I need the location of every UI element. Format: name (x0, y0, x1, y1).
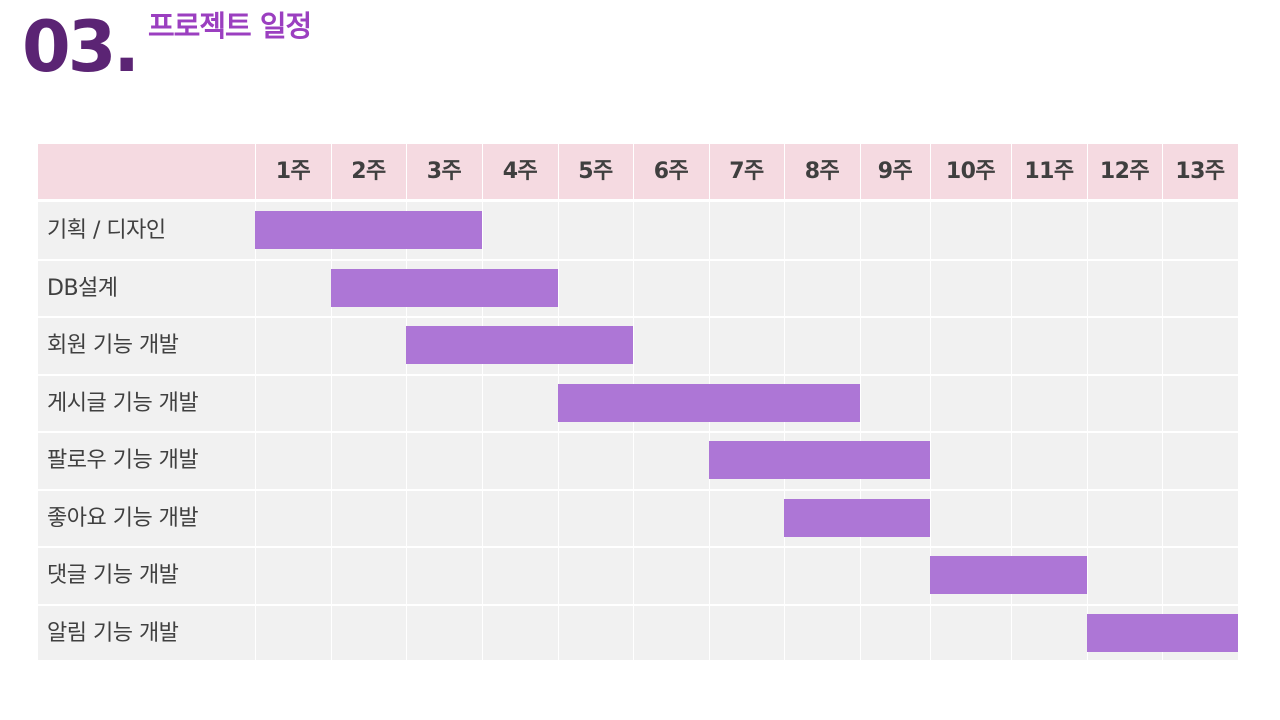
week-label-12: 12주 (1099, 159, 1150, 184)
column-divider (860, 144, 861, 660)
gantt-bar (784, 498, 930, 537)
row-divider (38, 546, 1238, 548)
row-divider (38, 373, 1238, 376)
row-divider (38, 316, 1238, 318)
task-label: 팔로우 기능 개발 (47, 448, 199, 473)
task-label: 좋아요 기능 개발 (47, 505, 199, 531)
column-divider (1162, 144, 1163, 660)
week-header-band (38, 144, 1238, 199)
week-label-9: 9주 (877, 159, 913, 184)
page-title: 프로젝트 일정 (148, 9, 312, 43)
week-label-2: 2주 (351, 159, 386, 184)
week-label-10: 10주 (945, 159, 996, 184)
week-label-4: 4주 (502, 159, 538, 184)
week-label-3: 3주 (426, 159, 462, 184)
task-label: 게시글 기능 개발 (47, 390, 199, 416)
column-divider (255, 144, 256, 660)
row-divider (38, 488, 1238, 491)
week-label-1: 1주 (275, 159, 311, 184)
task-label: DB설계 (47, 275, 118, 301)
gantt-bar (558, 383, 860, 422)
week-label-5: 5주 (578, 159, 613, 184)
section-number: 03. (22, 6, 140, 88)
task-label: 기획 / 디자인 (47, 218, 166, 243)
column-divider (482, 144, 483, 660)
week-label-7: 7주 (729, 159, 764, 184)
column-divider (930, 144, 931, 660)
week-label-11: 11주 (1024, 159, 1074, 184)
gantt-bar (709, 441, 930, 479)
week-label-6: 6주 (653, 159, 689, 184)
column-divider (406, 144, 407, 660)
column-divider (331, 144, 332, 660)
task-label: 알림 기능 개발 (47, 620, 179, 646)
task-label: 회원 기능 개발 (47, 333, 179, 358)
gantt-bar (331, 268, 558, 307)
column-divider (1011, 144, 1012, 660)
column-divider (1087, 144, 1088, 660)
gantt-bar (1087, 613, 1238, 652)
gantt-bar (406, 326, 633, 364)
week-label-8: 8주 (804, 159, 840, 184)
row-divider (38, 258, 1238, 261)
gantt-bar (255, 211, 482, 249)
week-label-13: 13주 (1175, 159, 1225, 184)
task-label: 댓글 기능 개발 (47, 563, 179, 588)
gantt-bar (930, 556, 1087, 594)
row-divider (38, 431, 1238, 433)
row-divider (38, 603, 1238, 606)
